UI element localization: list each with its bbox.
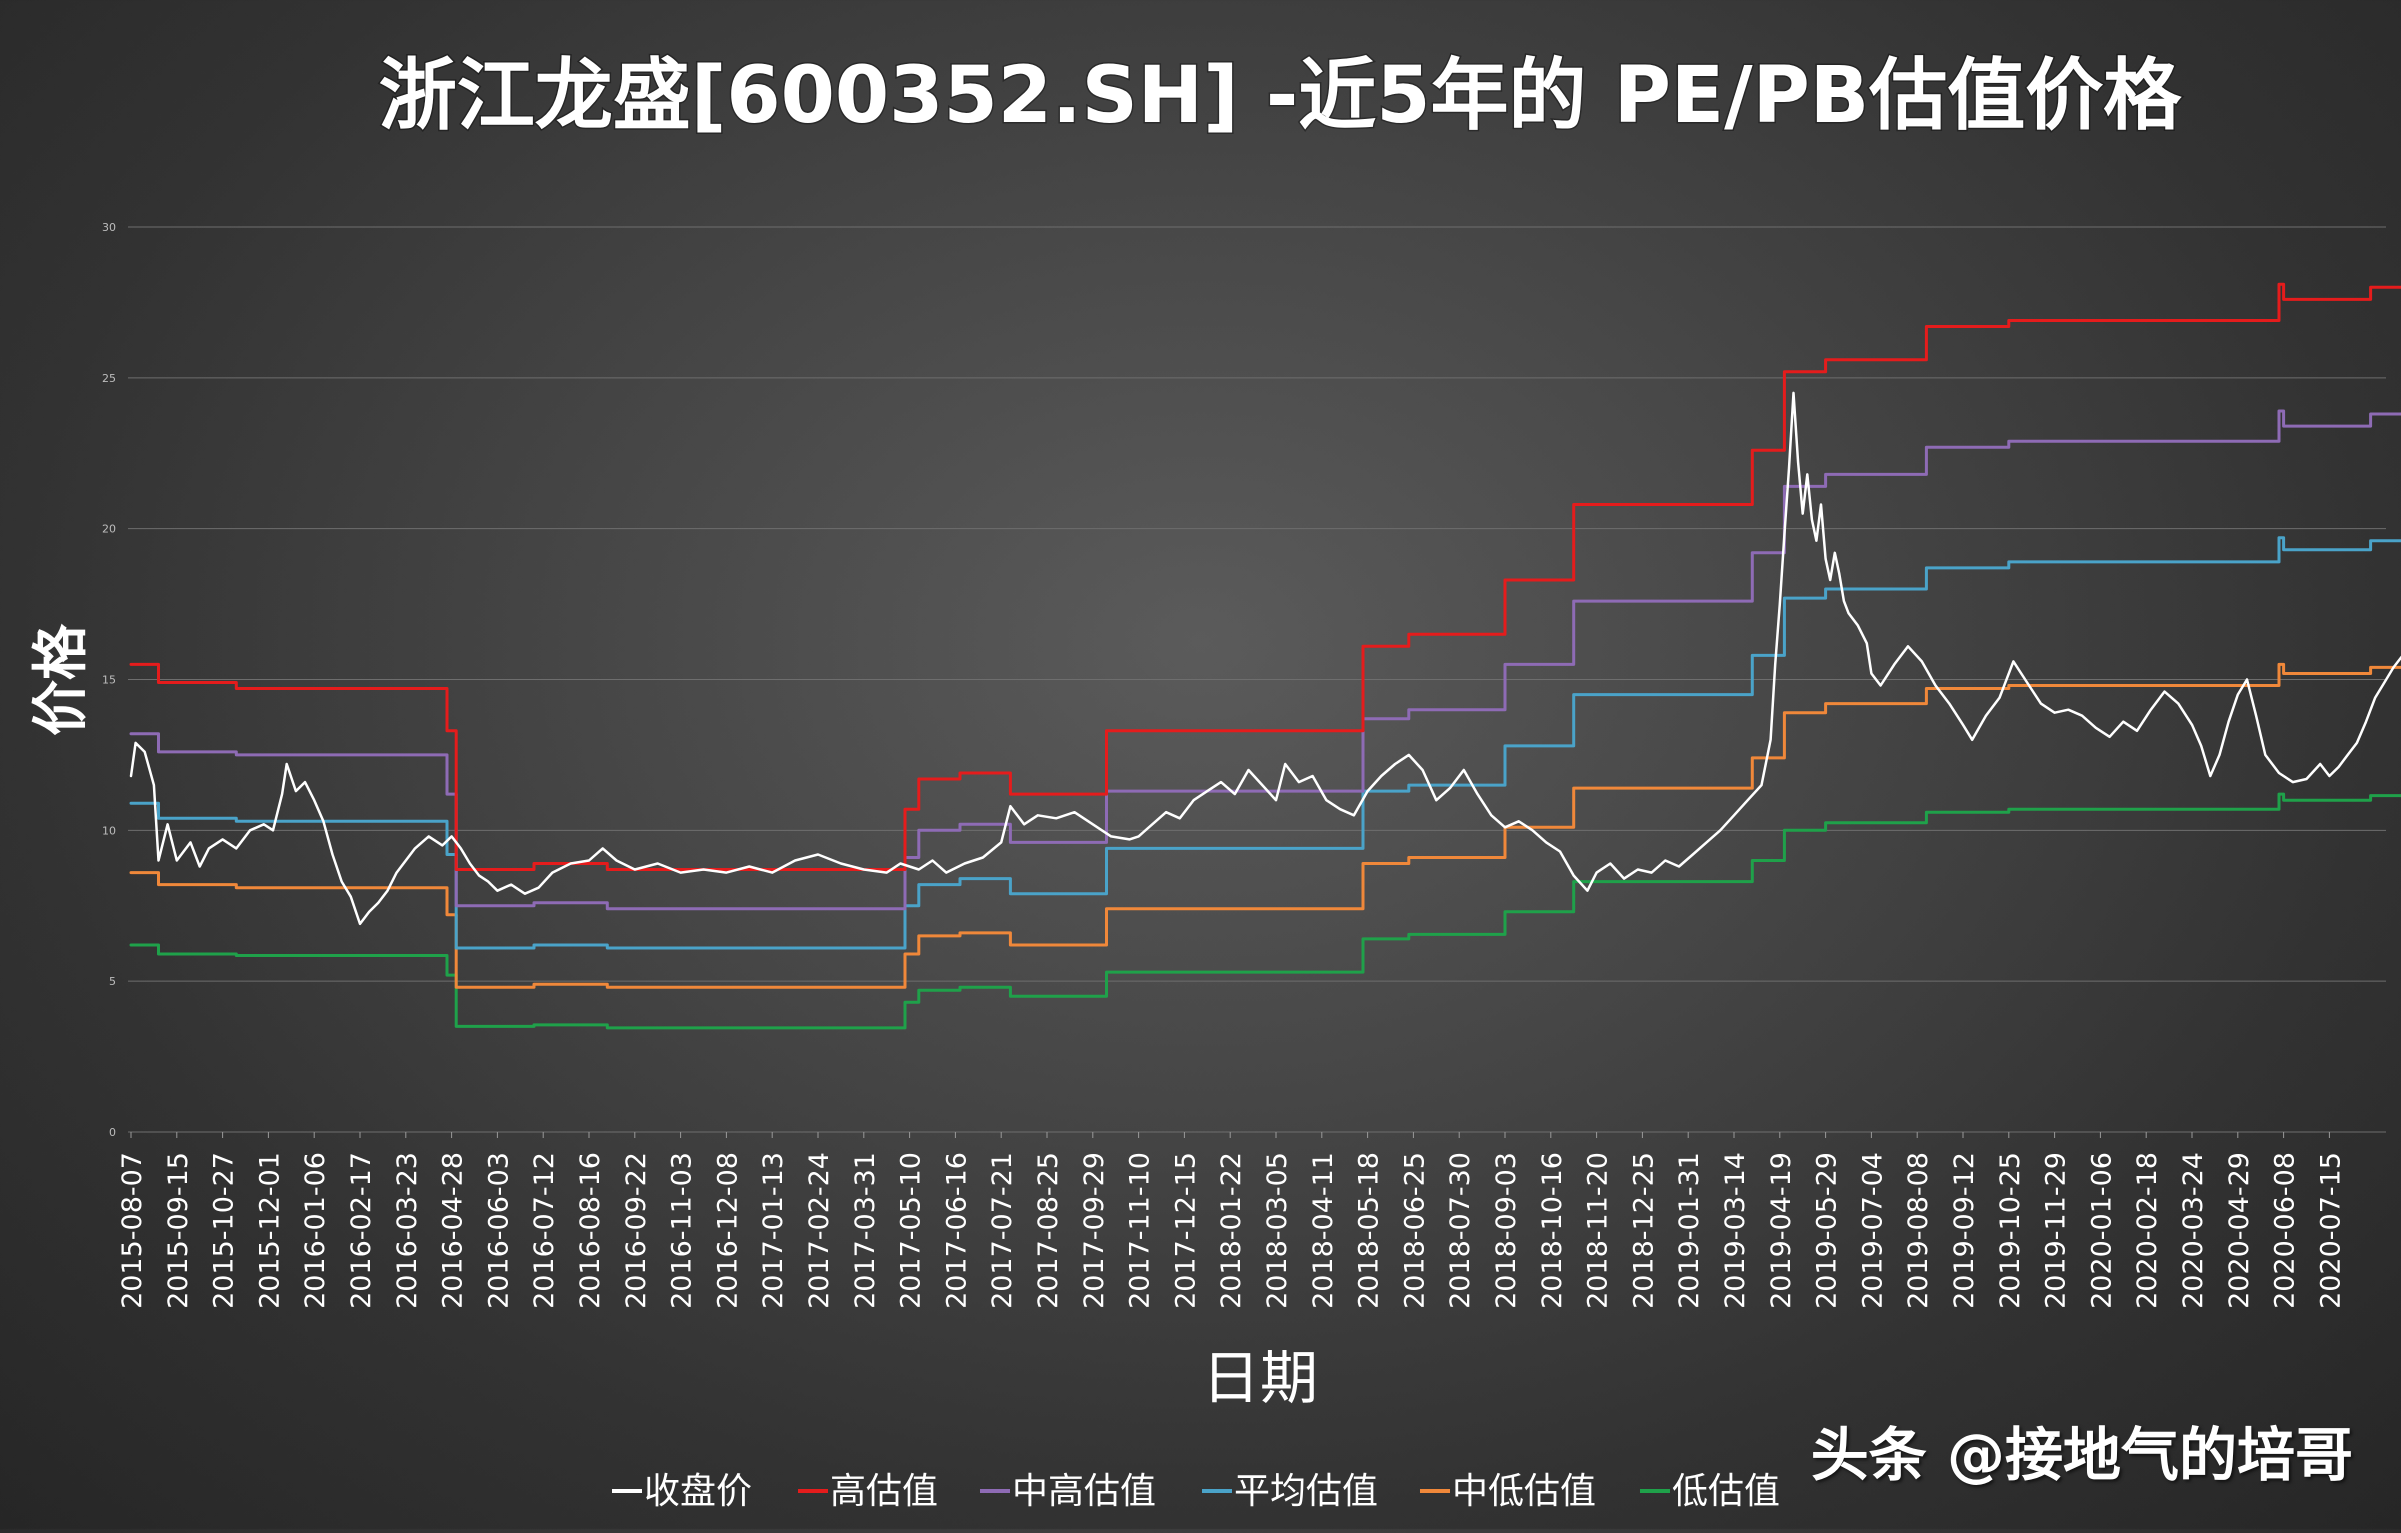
- x-tick-label: 2018-03-05: [1262, 1152, 1293, 1309]
- y-tick-label-30: 30: [102, 221, 116, 234]
- x-tick-label: 2017-06-16: [941, 1152, 972, 1309]
- y-tick-label-10: 10: [102, 824, 116, 837]
- series-lines: [129, 282, 2401, 1030]
- x-tick-label: 2016-03-23: [392, 1152, 423, 1309]
- x-tick-label: 2016-09-22: [621, 1152, 652, 1309]
- y-tick-label-20: 20: [102, 523, 116, 536]
- legend-label-平均估值: 平均估值: [1234, 1471, 1378, 1512]
- x-tick-label: 2020-07-15: [2315, 1152, 2346, 1309]
- y-tick-label-0: 0: [109, 1126, 116, 1139]
- y-tick-label-5: 5: [109, 975, 116, 988]
- x-tick-label: 2016-07-12: [529, 1152, 560, 1309]
- series-line-平均估值: [129, 536, 2401, 950]
- x-tick-label: 2019-09-12: [1949, 1152, 1980, 1309]
- x-tick-label: 2019-11-29: [2041, 1152, 2072, 1309]
- x-tick-label: 2020-01-06: [2086, 1152, 2117, 1309]
- x-axis-title: 日期: [1202, 1344, 1318, 1412]
- x-tick-label: 2018-07-30: [1445, 1152, 1476, 1309]
- x-tick-label: 2019-03-14: [1720, 1152, 1751, 1309]
- x-tick-label: 2020-03-24: [2178, 1152, 2209, 1309]
- x-tick-label: 2017-11-10: [1125, 1152, 1156, 1309]
- x-tick-label: 2015-12-01: [254, 1152, 285, 1309]
- x-tick-label: 2015-08-07: [117, 1152, 148, 1309]
- series-line-收盘价: [129, 391, 2401, 926]
- x-tick-label: 2017-07-21: [987, 1152, 1018, 1309]
- y-tick-label-15: 15: [102, 674, 116, 687]
- y-axis-title: 价格: [29, 623, 94, 736]
- x-tick-label: 2020-02-18: [2132, 1152, 2163, 1309]
- x-tick-label: 2019-10-25: [1995, 1152, 2026, 1309]
- y-axis-ticks: 0 5 10 15 20 25 30: [102, 221, 116, 1139]
- x-tick-label: 2017-08-25: [1033, 1152, 1064, 1309]
- x-tick-label: 2020-06-08: [2270, 1152, 2301, 1309]
- x-tick-label: 2016-06-03: [483, 1152, 514, 1309]
- x-tick-label: 2016-11-03: [667, 1152, 698, 1309]
- x-tick-label: 2018-10-16: [1537, 1152, 1568, 1309]
- watermark-text: 头条 @接地气的培哥: [1810, 1421, 2353, 1489]
- x-tick-label: 2019-07-04: [1857, 1152, 1888, 1309]
- x-tick-label: 2018-06-25: [1399, 1152, 1430, 1309]
- x-tick-label: 2018-11-20: [1583, 1152, 1614, 1309]
- chart-title: 浙江龙盛[600352.SH] -近5年的 PE/PB估值价格: [379, 51, 2183, 141]
- x-tick-label: 2019-04-19: [1766, 1152, 1797, 1309]
- legend-label-高估值: 高估值: [830, 1471, 938, 1512]
- x-tick-label: 2016-01-06: [300, 1152, 331, 1309]
- y-tick-label-25: 25: [102, 372, 116, 385]
- x-tick-label: 2020-04-29: [2224, 1152, 2255, 1309]
- x-tick-label: 2018-09-03: [1491, 1152, 1522, 1309]
- series-line-高估值: [129, 282, 2401, 871]
- x-tick-label: 2016-04-28: [438, 1152, 469, 1309]
- x-tick-label: 2018-01-22: [1216, 1152, 1247, 1309]
- x-tick-label: 2017-01-13: [758, 1152, 789, 1309]
- x-tick-label: 2017-03-31: [850, 1152, 881, 1309]
- x-tick-label: 2016-02-17: [346, 1152, 377, 1309]
- legend: 收盘价 高估值 中高估值 平均估值 中低估值 低估值: [612, 1471, 1780, 1512]
- x-tick-label: 2017-12-15: [1170, 1152, 1201, 1309]
- series-line-低估值: [129, 792, 2401, 1030]
- x-tick-label: 2016-12-08: [712, 1152, 743, 1309]
- legend-label-中高估值: 中高估值: [1012, 1471, 1156, 1512]
- x-tick-label: 2018-12-25: [1628, 1152, 1659, 1309]
- x-tick-label: 2019-08-08: [1903, 1152, 1934, 1309]
- x-tick-label: 2017-05-10: [896, 1152, 927, 1309]
- x-tick-label: 2018-05-18: [1354, 1152, 1385, 1309]
- legend-label-收盘价: 收盘价: [644, 1471, 752, 1512]
- x-tick-label: 2019-05-29: [1812, 1152, 1843, 1309]
- x-tick-label: 2018-04-11: [1308, 1152, 1339, 1309]
- x-tick-label: 2015-09-15: [163, 1152, 194, 1309]
- legend-label-低估值: 低估值: [1672, 1471, 1780, 1512]
- x-tick-label: 2019-01-31: [1674, 1152, 1705, 1309]
- series-line-中低估值: [129, 662, 2401, 989]
- legend-label-中低估值: 中低估值: [1452, 1471, 1596, 1512]
- x-axis-ticks: 2015-08-07 2015-09-15 2015-10-27 2015-12-01…: [117, 1132, 2346, 1309]
- x-tick-label: 2017-09-29: [1079, 1152, 1110, 1309]
- grid-lines: [128, 226, 2386, 1133]
- x-tick-label: 2017-02-24: [804, 1152, 835, 1309]
- x-tick-label: 2016-08-16: [575, 1152, 606, 1309]
- series-line-中高估值: [129, 409, 2401, 911]
- x-tick-label: 2015-10-27: [209, 1152, 240, 1309]
